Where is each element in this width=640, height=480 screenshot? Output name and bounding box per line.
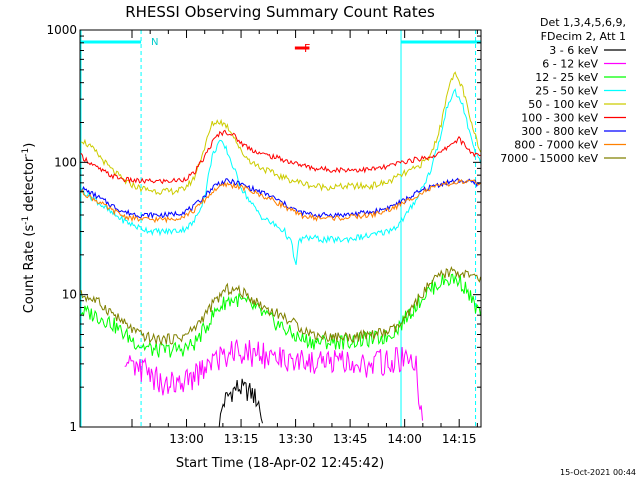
legend-header-1: Det 1,3,4,5,6,9, <box>540 16 626 29</box>
y-axis-label-part-3: ) <box>22 143 37 148</box>
legend-header-2: FDecim 2, Att 1 <box>541 30 626 43</box>
y-axis-label-sup-1: -1 <box>21 216 31 225</box>
night-flag-label: N <box>151 37 158 48</box>
series-line-6 <box>80 129 481 185</box>
x-tick-label: 14:00 <box>387 432 422 446</box>
x-tick-label: 13:15 <box>224 432 259 446</box>
legend-label: 100 - 300 keV <box>521 112 598 125</box>
footer-date: 15-Oct-2021 00:44 <box>560 468 636 477</box>
legend-label: 25 - 50 keV <box>535 85 598 98</box>
series-line-8 <box>80 178 481 224</box>
y-axis-label-part-2: detector <box>22 156 37 216</box>
legend-label: 7000 - 15000 keV <box>500 152 598 165</box>
chart-title: RHESSI Observing Summary Count Rates <box>125 3 435 21</box>
series-layer <box>80 71 482 428</box>
legend-label: 300 - 800 keV <box>521 125 598 138</box>
y-tick-label: 10 <box>62 288 77 302</box>
legend-label: 800 - 7000 keV <box>514 139 598 152</box>
y-tick-label: 100 <box>54 155 77 169</box>
plot-frame <box>79 29 482 428</box>
y-axis-label-part-1: Count Rate (s <box>22 225 37 314</box>
series-line-2 <box>124 339 423 421</box>
legend-label: 3 - 6 keV <box>549 44 598 57</box>
x-tick-label: 13:45 <box>333 432 368 446</box>
x-tick-label: 13:00 <box>169 432 204 446</box>
y-axis-label-sup-2: -1 <box>21 148 31 157</box>
y-axis-label: Count Rate (s-1 detector-1) <box>21 143 37 314</box>
legend-label: 50 - 100 keV <box>528 98 598 111</box>
x-tick-label: 14:15 <box>442 432 477 446</box>
axis-layer: 1 10 100 1000 13:00 13:15 13:30 13:45 14:00 14:15 <box>46 23 481 446</box>
y-tick-label: 1000 <box>46 23 77 37</box>
x-axis-label: Start Time (18-Apr-02 12:45:42) <box>176 456 384 471</box>
legend-label: 6 - 12 keV <box>542 58 598 71</box>
series-line-7 <box>80 177 481 220</box>
series-line-3 <box>80 273 482 358</box>
legend-label: 12 - 25 keV <box>535 71 598 84</box>
y-tick-label: 1 <box>69 420 77 434</box>
series-line-5 <box>80 71 482 196</box>
x-tick-label: 13:30 <box>278 432 313 446</box>
series-line-9 <box>80 266 482 347</box>
series-line-1 <box>218 378 263 428</box>
series-line-4 <box>80 88 482 265</box>
flare-flag-label: F <box>304 42 310 55</box>
